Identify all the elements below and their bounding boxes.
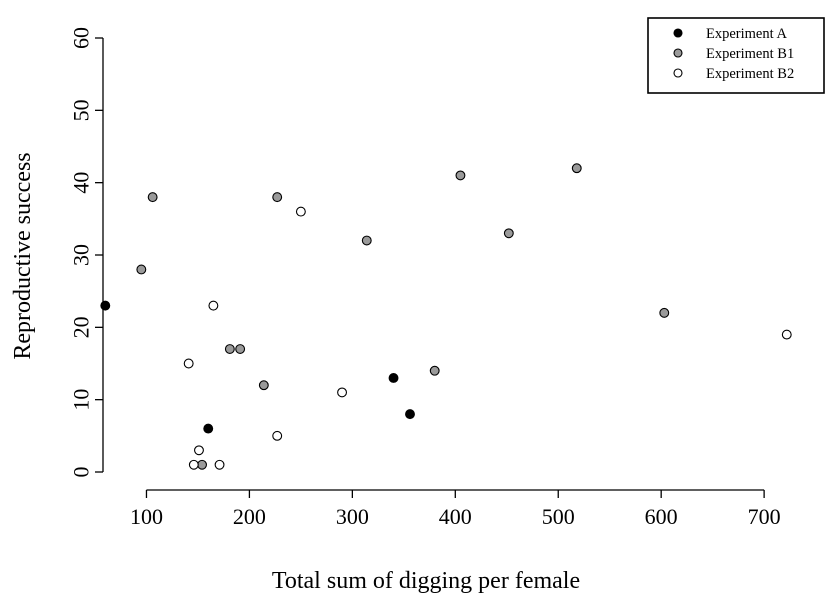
- x-tick-label: 500: [542, 504, 575, 529]
- y-axis-title: Reproductive success: [10, 152, 36, 359]
- data-point-experiment-b1: [147, 192, 158, 203]
- data-point-experiment-b1: [197, 459, 208, 470]
- x-axis-title: Total sum of digging per female: [272, 568, 580, 594]
- x-tick-label: 100: [130, 504, 163, 529]
- data-point-experiment-a: [405, 409, 415, 420]
- data-point-experiment-b2: [295, 206, 306, 217]
- y-tick-label: 60: [69, 27, 94, 49]
- data-point-experiment-a: [388, 373, 399, 383]
- y-tick-label: 30: [69, 244, 94, 266]
- legend-marker-experiment-b2: [673, 68, 683, 78]
- data-point-experiment-b1: [429, 365, 440, 376]
- data-point-experiment-a: [100, 300, 111, 311]
- legend: Experiment A Experiment B1 Experiment B2: [647, 17, 825, 94]
- legend-marker-experiment-b1: [673, 48, 683, 58]
- data-point-experiment-b2: [183, 358, 194, 369]
- y-tick-label: 40: [69, 172, 94, 194]
- data-point-experiment-b1: [361, 235, 372, 246]
- data-point-experiment-b2: [208, 300, 219, 311]
- data-point-experiment-b2: [781, 329, 792, 340]
- data-point-experiment-b2: [194, 445, 204, 456]
- data-point-experiment-b1: [455, 170, 466, 181]
- x-tick-label: 700: [748, 504, 781, 529]
- data-point-experiment-a: [203, 423, 214, 434]
- data-point-experiment-b1: [224, 344, 235, 354]
- axes: 100 200 300 400 500 600 700 0 10 20 30 40 50 60: [69, 27, 781, 529]
- data-points: [100, 163, 792, 470]
- legend-label: Experiment B1: [706, 46, 794, 62]
- data-point-experiment-b1: [235, 344, 246, 354]
- legend-label: Experiment A: [706, 26, 787, 42]
- legend-label: Experiment B2: [706, 66, 794, 82]
- y-tick-label: 0: [69, 467, 94, 478]
- data-point-experiment-b1: [503, 228, 514, 239]
- data-point-experiment-b1: [258, 380, 269, 391]
- x-tick-label: 600: [645, 504, 678, 529]
- data-point-experiment-b2: [188, 459, 199, 470]
- data-point-experiment-b2: [337, 387, 348, 398]
- data-point-experiment-b1: [659, 307, 670, 318]
- legend-marker-experiment-a: [673, 28, 683, 38]
- data-point-experiment-b1: [272, 192, 283, 203]
- data-point-experiment-b2: [214, 459, 225, 470]
- y-tick-label: 20: [69, 316, 94, 338]
- x-tick-label: 400: [439, 504, 472, 529]
- data-point-experiment-b1: [136, 264, 147, 275]
- data-point-experiment-b1: [571, 163, 582, 174]
- y-tick-label: 10: [69, 389, 94, 411]
- data-point-experiment-b2: [272, 430, 283, 441]
- y-tick-label: 50: [69, 99, 94, 121]
- x-tick-label: 200: [233, 504, 266, 529]
- x-tick-label: 300: [336, 504, 369, 529]
